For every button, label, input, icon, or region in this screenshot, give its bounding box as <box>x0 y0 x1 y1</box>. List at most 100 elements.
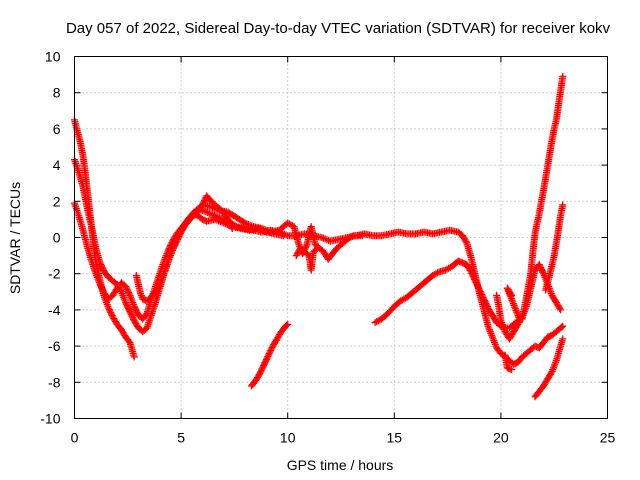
data-point <box>259 363 267 371</box>
data-point <box>467 268 475 276</box>
data-point <box>260 362 268 370</box>
data-point <box>265 350 273 358</box>
data-point <box>127 309 135 317</box>
y-tick-label: -4 <box>48 302 61 318</box>
data-point <box>483 301 491 309</box>
data-point <box>142 311 150 319</box>
data-point <box>284 320 292 328</box>
data-point <box>266 348 274 356</box>
y-tick-label: -6 <box>48 338 61 354</box>
x-tick-label: 0 <box>71 430 79 446</box>
data-point <box>125 306 133 314</box>
data-point <box>477 289 485 297</box>
data-point <box>547 369 555 377</box>
data-point <box>257 368 265 376</box>
data-point <box>538 267 546 275</box>
data-point <box>107 310 115 318</box>
data-point <box>267 345 275 353</box>
series-arc-10 <box>518 72 567 323</box>
data-point <box>507 290 515 298</box>
data-point <box>99 287 107 295</box>
data-point <box>262 356 270 364</box>
y-tick-label: 10 <box>45 49 61 65</box>
y-tick-label: 6 <box>53 121 61 137</box>
data-point <box>123 285 131 293</box>
data-point <box>473 281 481 289</box>
data-point <box>132 305 140 313</box>
data-point <box>262 357 270 365</box>
data-point <box>131 304 139 312</box>
data-point <box>312 246 320 254</box>
data-point <box>124 287 132 295</box>
data-point <box>480 295 488 303</box>
x-axis-label: GPS time / hours <box>287 457 394 473</box>
data-point <box>279 232 287 240</box>
data-point <box>133 308 141 316</box>
data-point <box>130 302 138 310</box>
data-point <box>130 353 138 361</box>
y-tick-label: 8 <box>53 85 61 101</box>
y-tick-label: 0 <box>53 230 61 246</box>
data-point <box>125 337 133 345</box>
x-tick-label: 20 <box>493 430 509 446</box>
data-point <box>481 298 489 306</box>
data-point <box>123 302 131 310</box>
chart-title: Day 057 of 2022, Sidereal Day-to-day VTE… <box>66 20 611 37</box>
data-point <box>256 369 264 377</box>
data-point <box>98 285 106 293</box>
series-arc-7 <box>292 244 322 274</box>
data-point <box>462 237 470 245</box>
data-point <box>358 232 366 240</box>
y-tick-label: 2 <box>53 193 61 209</box>
data-point <box>96 281 104 289</box>
data-point <box>122 282 130 290</box>
data-point <box>476 286 484 294</box>
data-points <box>71 72 567 401</box>
data-point <box>122 300 130 308</box>
data-point <box>556 304 564 312</box>
data-point <box>283 321 291 329</box>
series-arc-9 <box>493 284 524 374</box>
data-point <box>476 287 484 295</box>
data-point <box>126 308 134 316</box>
data-point <box>481 297 489 305</box>
data-point <box>536 262 544 270</box>
data-point <box>559 335 567 343</box>
data-point <box>127 311 135 319</box>
data-point <box>125 290 133 298</box>
data-point <box>472 278 480 286</box>
data-point <box>537 265 545 273</box>
data-point <box>98 263 106 271</box>
series-arc-6 <box>247 320 292 390</box>
data-point <box>96 259 104 267</box>
data-point <box>470 274 478 282</box>
data-point <box>559 322 567 330</box>
data-point <box>559 72 567 80</box>
data-point <box>475 284 483 292</box>
data-point <box>508 366 516 374</box>
data-point <box>539 268 547 276</box>
y-tick-labels: -10 -8 -6 -4 -2 0 2 4 6 8 10 <box>40 49 60 427</box>
x-tick-labels: 0 5 10 15 20 25 <box>71 430 616 446</box>
data-point <box>128 312 136 320</box>
data-point <box>479 294 487 302</box>
data-point <box>537 264 545 272</box>
data-point <box>468 271 476 279</box>
y-axis-label: SDTVAR / TECUs <box>7 182 23 294</box>
x-tick-label: 10 <box>280 430 296 446</box>
data-point <box>473 280 481 288</box>
data-point <box>124 303 132 311</box>
x-tick-label: 5 <box>177 430 185 446</box>
data-point <box>122 299 130 307</box>
data-point <box>469 272 477 280</box>
series-arc-11 <box>531 201 567 401</box>
data-point <box>257 366 265 374</box>
data-point <box>482 300 490 308</box>
series-arc-2 <box>71 156 236 336</box>
data-point <box>264 353 272 361</box>
data-point <box>125 305 133 313</box>
x-tick-label: 25 <box>600 430 616 446</box>
data-point <box>260 360 268 368</box>
data-point <box>122 284 130 292</box>
data-point <box>471 275 479 283</box>
